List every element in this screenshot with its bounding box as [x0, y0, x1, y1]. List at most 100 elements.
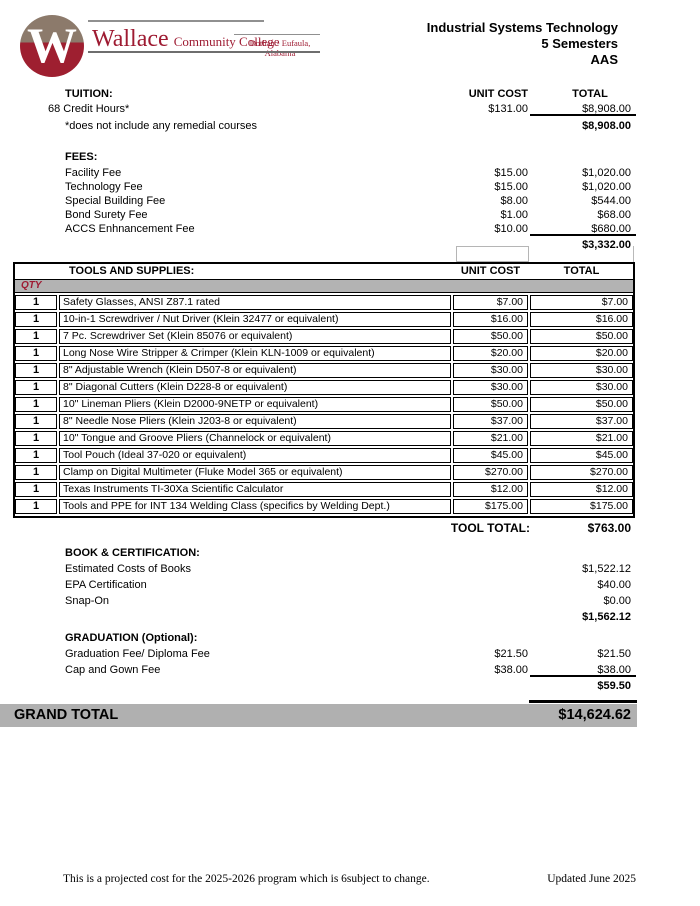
tools-qty-header: QTY [15, 280, 633, 293]
table-row: 1 8" Adjustable Wrench (Klein D507-8 or e… [15, 363, 633, 378]
unit-cost-column-header: UNIT COST [468, 88, 528, 100]
row-qty: 1 [15, 499, 57, 514]
books-heading: BOOK & CERTIFICATION: [65, 547, 200, 559]
row-desc: Long Nose Wire Stripper & Crimper (Klein… [59, 346, 451, 361]
row-desc: 10" Tongue and Groove Pliers (Channelock… [59, 431, 451, 446]
row-desc: Clamp on Digital Multimeter (Fluke Model… [59, 465, 451, 480]
fee-label: Bond Surety Fee [65, 209, 148, 221]
fee-total: $68.00 [597, 209, 631, 221]
grand-total-bar [0, 704, 637, 727]
books-subtotal: $1,562.12 [582, 611, 631, 623]
book-total: $1,522.12 [582, 563, 631, 575]
program-header: Industrial Systems Technology 5 Semester… [380, 20, 618, 68]
row-qty: 1 [15, 346, 57, 361]
row-unit: $30.00 [453, 363, 528, 378]
row-total: $16.00 [530, 312, 633, 327]
row-qty: 1 [15, 295, 57, 310]
row-unit: $20.00 [453, 346, 528, 361]
tools-total-header: TOTAL [563, 265, 600, 277]
row-total: $12.00 [530, 482, 633, 497]
table-row: 1 10-in-1 Screwdriver / Nut Driver (Klein… [15, 312, 633, 327]
tuition-row-total: $8,908.00 [582, 103, 631, 115]
row-desc: Safety Glasses, ANSI Z87.1 rated [59, 295, 451, 310]
row-qty: 1 [15, 363, 57, 378]
row-qty: 1 [15, 414, 57, 429]
row-qty: 1 [15, 312, 57, 327]
program-duration: 5 Semesters [541, 36, 618, 51]
table-row: 1 8" Diagonal Cutters (Klein D228-8 or eq… [15, 380, 633, 395]
tuition-subtotal: $8,908.00 [582, 120, 631, 132]
row-qty: 1 [15, 482, 57, 497]
tools-and-supplies-table: TOOLS AND SUPPLIES: UNIT COST TOTAL QTY … [13, 262, 635, 518]
program-title: Industrial Systems Technology [426, 20, 618, 35]
row-desc: Tools and PPE for INT 134 Welding Class … [59, 499, 451, 514]
table-row: 1 8" Needle Nose Pliers (Klein J203-8 or … [15, 414, 633, 429]
row-unit: $37.00 [453, 414, 528, 429]
row-desc: Tool Pouch (Ideal 37-020 or equivalent) [59, 448, 451, 463]
row-total: $20.00 [530, 346, 633, 361]
tool-total-amount: $763.00 [587, 521, 631, 535]
tuition-note: *does not include any remedial courses [65, 120, 258, 132]
graduation-heading: GRADUATION (Optional): [65, 632, 198, 644]
fee-unit: $8.00 [500, 195, 528, 207]
book-total: $0.00 [603, 595, 631, 607]
row-total: $270.00 [530, 465, 633, 480]
fees-subtotal: $3,332.00 [582, 239, 631, 251]
row-qty: 1 [15, 431, 57, 446]
college-monogram: W [27, 17, 77, 73]
college-logo [20, 15, 84, 77]
row-total: $30.00 [530, 380, 633, 395]
table-row: 1 Tool Pouch (Ideal 37-020 or equivalent)… [15, 448, 633, 463]
fee-label: ACCS Enhnancement Fee [65, 223, 195, 235]
table-row: 1 10" Lineman Pliers (Klein D2000-9NETP o… [15, 397, 633, 412]
tuition-row-label: 68 Credit Hours* [48, 103, 130, 115]
fee-total: $680.00 [591, 223, 631, 235]
fees-heading: FEES: [65, 151, 98, 163]
tuition-row-unit: $131.00 [488, 103, 528, 115]
row-unit: $50.00 [453, 397, 528, 412]
row-desc: 8" Diagonal Cutters (Klein D228-8 or equ… [59, 380, 451, 395]
grand-total-amount: $14,624.62 [558, 707, 631, 723]
letterhead-rule-top [88, 20, 264, 22]
book-label: EPA Certification [65, 579, 147, 591]
row-qty: 1 [15, 380, 57, 395]
row-unit: $7.00 [453, 295, 528, 310]
tuition-heading: TUITION: [65, 88, 113, 100]
tools-unit-cost-header: UNIT COST [460, 265, 521, 277]
row-total: $30.00 [530, 363, 633, 378]
tuition-sum-line [530, 114, 636, 116]
row-qty: 1 [15, 448, 57, 463]
fee-label: Technology Fee [65, 181, 143, 193]
row-unit: $21.00 [453, 431, 528, 446]
fee-unit: $1.00 [500, 209, 528, 221]
fee-label: Facility Fee [65, 167, 122, 179]
tools-rows: 1 Safety Glasses, ANSI Z87.1 rated $7.00 $7… [15, 293, 633, 516]
row-unit: $12.00 [453, 482, 528, 497]
fee-total: $1,020.00 [582, 167, 631, 179]
table-row: 1 Long Nose Wire Stripper & Crimper (Klei… [15, 346, 633, 361]
fee-unit: $15.00 [494, 167, 528, 179]
book-total: $40.00 [597, 579, 631, 591]
college-name-suffix: Community College [173, 34, 280, 49]
table-row: 1 Safety Glasses, ANSI Z87.1 rated $7.00 $7… [15, 295, 633, 310]
college-location: Dothan - Eufaula, Alabama [249, 38, 311, 58]
fee-total: $544.00 [591, 195, 631, 207]
table-row: 1 10" Tongue and Groove Pliers (Channeloc… [15, 431, 633, 446]
graduation-sum-line [530, 675, 636, 677]
row-total: $50.00 [530, 329, 633, 344]
footer-updated-date: Updated June 2025 [547, 873, 636, 885]
graduation-total: $21.50 [597, 648, 631, 660]
college-name-main: Wallace [92, 26, 169, 52]
cell-border-artifact [633, 246, 634, 262]
row-qty: 1 [15, 329, 57, 344]
row-desc: 10-in-1 Screwdriver / Nut Driver (Klein … [59, 312, 451, 327]
graduation-unit: $21.50 [494, 648, 528, 660]
row-desc: 8" Adjustable Wrench (Klein D507-8 or eq… [59, 363, 451, 378]
graduation-label: Graduation Fee/ Diploma Fee [65, 648, 210, 660]
table-row: 1 Texas Instruments TI-30Xa Scientific Ca… [15, 482, 633, 497]
table-row: 1 Clamp on Digital Multimeter (Fluke Mode… [15, 465, 633, 480]
row-desc: 7 Pc. Screwdriver Set (Klein 85076 or eq… [59, 329, 451, 344]
grand-total-label: GRAND TOTAL [14, 707, 119, 723]
graduation-unit: $38.00 [494, 664, 528, 676]
